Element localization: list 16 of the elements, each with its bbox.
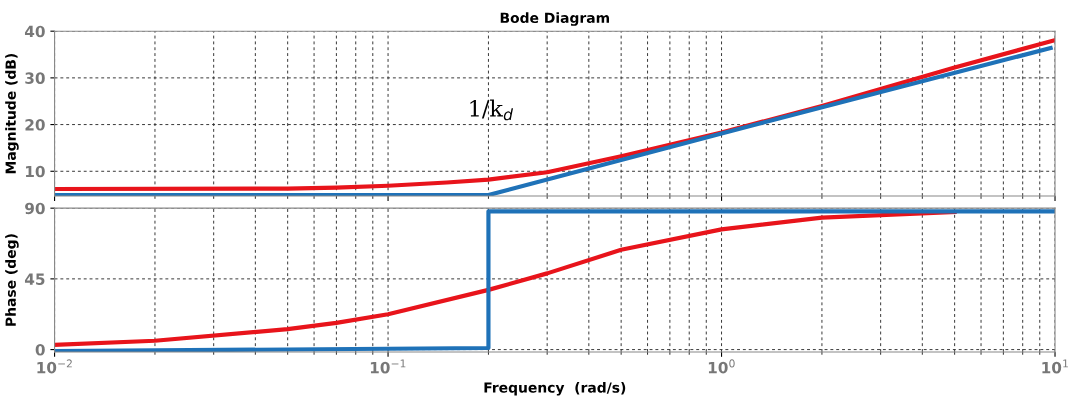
x-tick-label: 10$^{1}$ xyxy=(1042,359,1068,374)
y-tick-label: 20 xyxy=(25,119,45,131)
y-axis-title: Phase (deg) xyxy=(5,234,19,326)
y-tick-label: 0 xyxy=(35,344,45,356)
x-axis-title: Frequency (rad/s) xyxy=(484,382,626,396)
x-tick-label: 10$^{0}$ xyxy=(708,359,735,374)
chart-title: Bode Diagram xyxy=(500,12,610,26)
annotation: 1/k$_{d}$ xyxy=(470,99,514,121)
y-tick-label: 10 xyxy=(26,165,45,178)
y-tick-label: 45 xyxy=(24,273,45,285)
x-tick-label: 10$^{−1}$ xyxy=(370,359,406,374)
y-tick-label: 30 xyxy=(25,72,45,84)
y-axis-title: Magnitude (dB) xyxy=(5,53,19,174)
y-tick-label: 40 xyxy=(24,25,45,38)
x-tick-label: 10$^{−2}$ xyxy=(37,359,72,374)
y-tick-label: 90 xyxy=(25,202,45,215)
